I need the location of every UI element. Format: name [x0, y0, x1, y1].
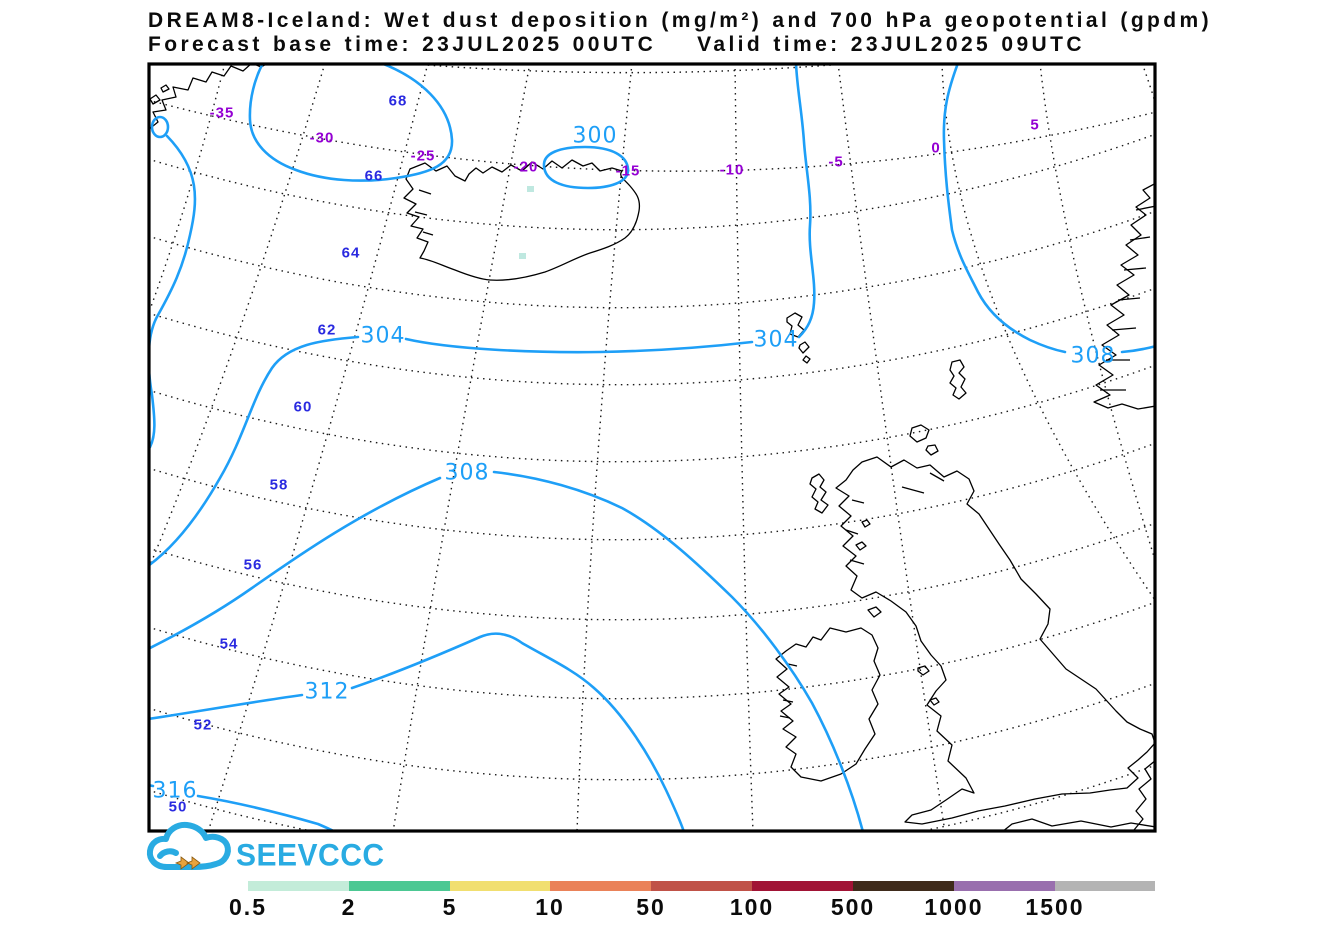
colorbar-tick-1500: 1500 — [1025, 894, 1085, 920]
coastline-hebrides — [809, 473, 829, 514]
colorbar-segment — [349, 881, 450, 891]
colorbar-segment — [651, 881, 752, 891]
colorbar-tick-2: 2 — [341, 894, 357, 920]
graticule-grid — [150, 64, 1154, 830]
latitude-label-50: 50 — [168, 798, 188, 816]
colorbar-segment — [550, 881, 651, 891]
latitude-label-68: 68 — [388, 92, 408, 110]
coastline-france — [1133, 760, 1154, 830]
coastline-great-britain — [835, 456, 1154, 825]
latitude-label-52: 52 — [193, 716, 213, 734]
logo-arrow-icon — [174, 856, 201, 870]
latitude-label-62: 62 — [317, 321, 337, 339]
contour-label-316: 316 — [152, 778, 198, 804]
colorbar-tick-500: 500 — [830, 894, 876, 920]
colorbar-segment — [853, 881, 954, 891]
longitude-label--10: -10 — [719, 161, 745, 179]
coastline-iceland — [403, 159, 641, 281]
coastline-ireland — [775, 627, 881, 782]
coastline-greenland — [150, 64, 268, 130]
longitude-label--25: -25 — [410, 147, 436, 165]
latitude-label-66: 66 — [364, 167, 384, 185]
colorbar-tick-5: 5 — [442, 894, 458, 920]
chart-title: DREAM8-Iceland: Wet dust deposition (mg/… — [148, 9, 1212, 32]
longitude-label--35: -35 — [209, 104, 235, 122]
colorbar-segment — [450, 881, 550, 891]
latitude-label-60: 60 — [293, 398, 313, 416]
contour-label-308: 308 — [444, 460, 490, 486]
colorbar-tick-1000: 1000 — [924, 894, 984, 920]
contour-small-oval — [150, 115, 170, 139]
contour-label-304: 304 — [360, 323, 406, 349]
chart-subtitle-times: Forecast base time: 23JUL2025 00UTC Vali… — [148, 33, 1085, 56]
longitude-label-0: 0 — [931, 139, 941, 157]
colorbar-tick-100: 100 — [729, 894, 775, 920]
contour-label-300: 300 — [572, 123, 618, 149]
longitude-label--5: -5 — [828, 153, 844, 171]
contour-308-east — [942, 64, 1154, 354]
longitude-label--15: -15 — [615, 162, 641, 180]
seevccc-cloud-icon — [146, 821, 231, 870]
latitude-label-56: 56 — [243, 556, 263, 574]
contour-label-312: 312 — [304, 679, 350, 705]
colorbar-tick-10: 10 — [535, 894, 565, 920]
longitude-label-5: 5 — [1030, 116, 1040, 134]
colorbar-segment — [752, 881, 853, 891]
latitude-label-64: 64 — [341, 244, 361, 262]
longitude-label--30: -30 — [309, 129, 335, 147]
coastline-orkney — [909, 424, 939, 456]
seevccc-logo-text: SEEVCCC — [236, 838, 385, 873]
contour-label-304b: 304 — [753, 327, 799, 353]
latitude-label-58: 58 — [269, 476, 289, 494]
contour-west-edge — [150, 134, 197, 449]
colorbar-segment — [1055, 881, 1155, 891]
coastlines — [150, 64, 1154, 830]
contour-304 — [150, 64, 816, 567]
map-frame — [147, 62, 1157, 833]
colorbar-segment — [248, 881, 349, 891]
coastline-shetland — [949, 359, 967, 400]
geopotential-contours — [150, 64, 1154, 830]
colorbar-segment — [954, 881, 1055, 891]
coastline-norway — [1093, 183, 1154, 410]
colorbar — [248, 881, 1155, 891]
latitude-label-54: 54 — [219, 635, 239, 653]
contour-300-oval — [542, 145, 630, 190]
contour-312 — [150, 632, 685, 830]
contour-label-308b: 308 — [1070, 343, 1116, 369]
colorbar-tick-50: 50 — [636, 894, 666, 920]
contour-closed-low — [248, 64, 454, 182]
contour-308-west — [150, 470, 864, 830]
longitude-label--20: -20 — [513, 158, 539, 176]
colorbar-tick-0.5: 0.5 — [229, 894, 267, 920]
